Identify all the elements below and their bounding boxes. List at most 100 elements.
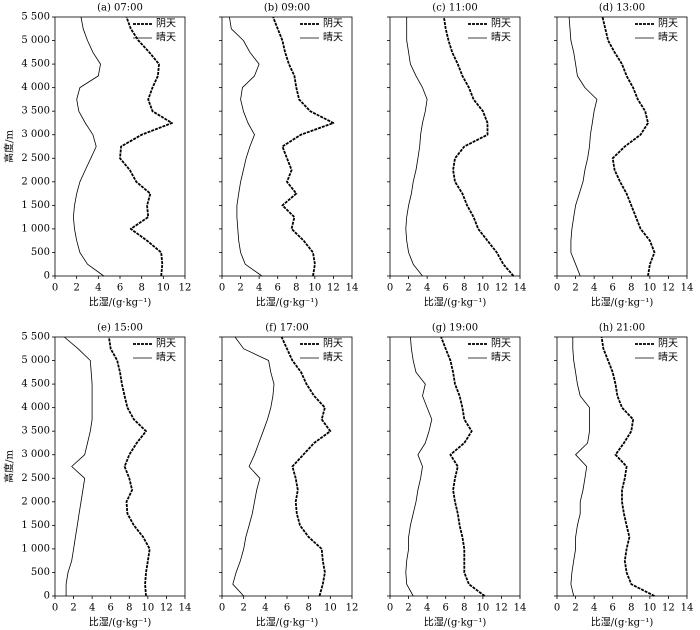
y-tick-label: 4 500	[21, 59, 50, 70]
x-tick-label: 8	[461, 283, 467, 294]
plot-frame	[221, 16, 353, 277]
x-tick-label: 4	[262, 603, 268, 614]
y-axis-label: 高度/m	[3, 130, 16, 163]
x-axis-label: 比湿/(g·kg⁻¹)	[424, 297, 487, 309]
x-tick-label: 2	[237, 283, 243, 294]
y-tick-label: 500	[31, 567, 50, 578]
x-tick-label: 8	[138, 283, 144, 294]
y-tick-label: 3 000	[21, 449, 50, 460]
plot-frame	[389, 16, 521, 277]
x-tick-label: 10	[141, 603, 154, 614]
y-tick-label: 3 000	[21, 129, 50, 140]
x-tick-label: 2	[70, 603, 76, 614]
x-axis-label: 比湿/(g·kg⁻¹)	[89, 297, 152, 309]
x-tick-label: 12	[346, 603, 359, 614]
plot-frame	[389, 336, 521, 597]
legend-label: 晴天	[658, 31, 678, 44]
chart-title: (a) 07:00	[97, 3, 143, 14]
x-tick-label: 12	[327, 283, 340, 294]
series-line	[119, 16, 173, 277]
y-tick-label: 5 500	[21, 12, 50, 23]
x-tick-label: 12	[495, 603, 508, 614]
x-tick-label: 0	[219, 603, 225, 614]
x-tick-label: 2	[572, 603, 578, 614]
legend-label: 阴天	[323, 18, 343, 30]
chart-title: (f) 17:00	[265, 323, 309, 334]
x-tick-label: 8	[628, 603, 634, 614]
series-line	[229, 16, 263, 277]
x-tick-label: 6	[284, 603, 290, 614]
series-line	[280, 336, 332, 597]
x-tick-label: 8	[628, 283, 634, 294]
x-tick-label: 6	[275, 283, 281, 294]
y-tick-label: 2 000	[21, 176, 50, 187]
x-tick-label: 4	[89, 603, 95, 614]
x-tick-label: 14	[346, 283, 359, 294]
x-tick-label: 14	[681, 603, 694, 614]
plot-frame	[556, 336, 688, 597]
x-tick-label: 8	[305, 603, 311, 614]
x-tick-label: 14	[179, 603, 192, 614]
x-tick-label: 12	[662, 603, 675, 614]
x-axis-label: 比湿/(g·kg⁻¹)	[256, 297, 319, 309]
x-tick-label: 2	[405, 603, 411, 614]
y-tick-label: 0	[44, 271, 50, 282]
chart-title: (c) 11:00	[432, 3, 477, 14]
legend-label: 阴天	[156, 18, 176, 30]
y-tick-label: 1 500	[21, 520, 50, 531]
x-tick-label: 14	[681, 283, 694, 294]
y-tick-label: 1 000	[21, 223, 50, 234]
x-tick-label: 6	[443, 603, 449, 614]
plot-frame	[54, 336, 186, 597]
x-tick-label: 6	[610, 603, 616, 614]
x-tick-label: 6	[108, 603, 114, 614]
x-tick-label: 10	[643, 603, 656, 614]
legend-label: 阴天	[658, 338, 678, 350]
series-line	[440, 336, 486, 597]
legend-label: 晴天	[323, 351, 343, 364]
plot-frame	[556, 16, 688, 277]
y-tick-label: 2 500	[21, 473, 50, 484]
x-tick-label: 12	[179, 283, 192, 294]
x-tick-label: 10	[476, 603, 489, 614]
legend-label: 晴天	[156, 351, 176, 364]
x-tick-label: 0	[554, 603, 560, 614]
series-line	[73, 16, 105, 277]
x-tick-label: 6	[610, 283, 616, 294]
x-tick-label: 4	[591, 283, 597, 294]
legend-label: 阴天	[156, 338, 176, 350]
legend-label: 晴天	[156, 31, 176, 44]
y-tick-label: 5 000	[21, 355, 50, 366]
y-axis-label: 高度/m	[3, 450, 16, 483]
series-line	[600, 336, 655, 597]
x-tick-label: 8	[461, 603, 467, 614]
series-line	[568, 16, 598, 277]
x-tick-label: 2	[405, 283, 411, 294]
legend-label: 晴天	[491, 31, 511, 44]
chart-title: (d) 13:00	[599, 3, 645, 14]
x-tick-label: 10	[308, 283, 321, 294]
plot-frame	[54, 16, 186, 277]
x-tick-label: 0	[554, 283, 560, 294]
y-tick-label: 5 000	[21, 35, 50, 46]
series-line	[108, 336, 151, 597]
y-tick-label: 1 000	[21, 543, 50, 554]
y-tick-label: 500	[31, 247, 50, 258]
x-tick-label: 0	[219, 283, 225, 294]
legend-label: 阴天	[491, 18, 511, 30]
x-tick-label: 10	[476, 283, 489, 294]
y-tick-label: 1 500	[21, 200, 50, 211]
x-tick-label: 14	[514, 603, 527, 614]
legend-label: 晴天	[658, 351, 678, 364]
y-tick-label: 4 500	[21, 379, 50, 390]
y-tick-label: 3 500	[21, 106, 50, 117]
chart-title: (h) 21:00	[599, 323, 645, 334]
x-axis-label: 比湿/(g·kg⁻¹)	[89, 617, 152, 629]
legend-label: 晴天	[491, 351, 511, 364]
x-tick-label: 4	[95, 283, 101, 294]
x-tick-label: 0	[52, 603, 58, 614]
series-line	[405, 17, 428, 277]
x-tick-label: 4	[591, 603, 597, 614]
x-tick-label: 8	[293, 283, 299, 294]
x-tick-label: 14	[514, 283, 527, 294]
